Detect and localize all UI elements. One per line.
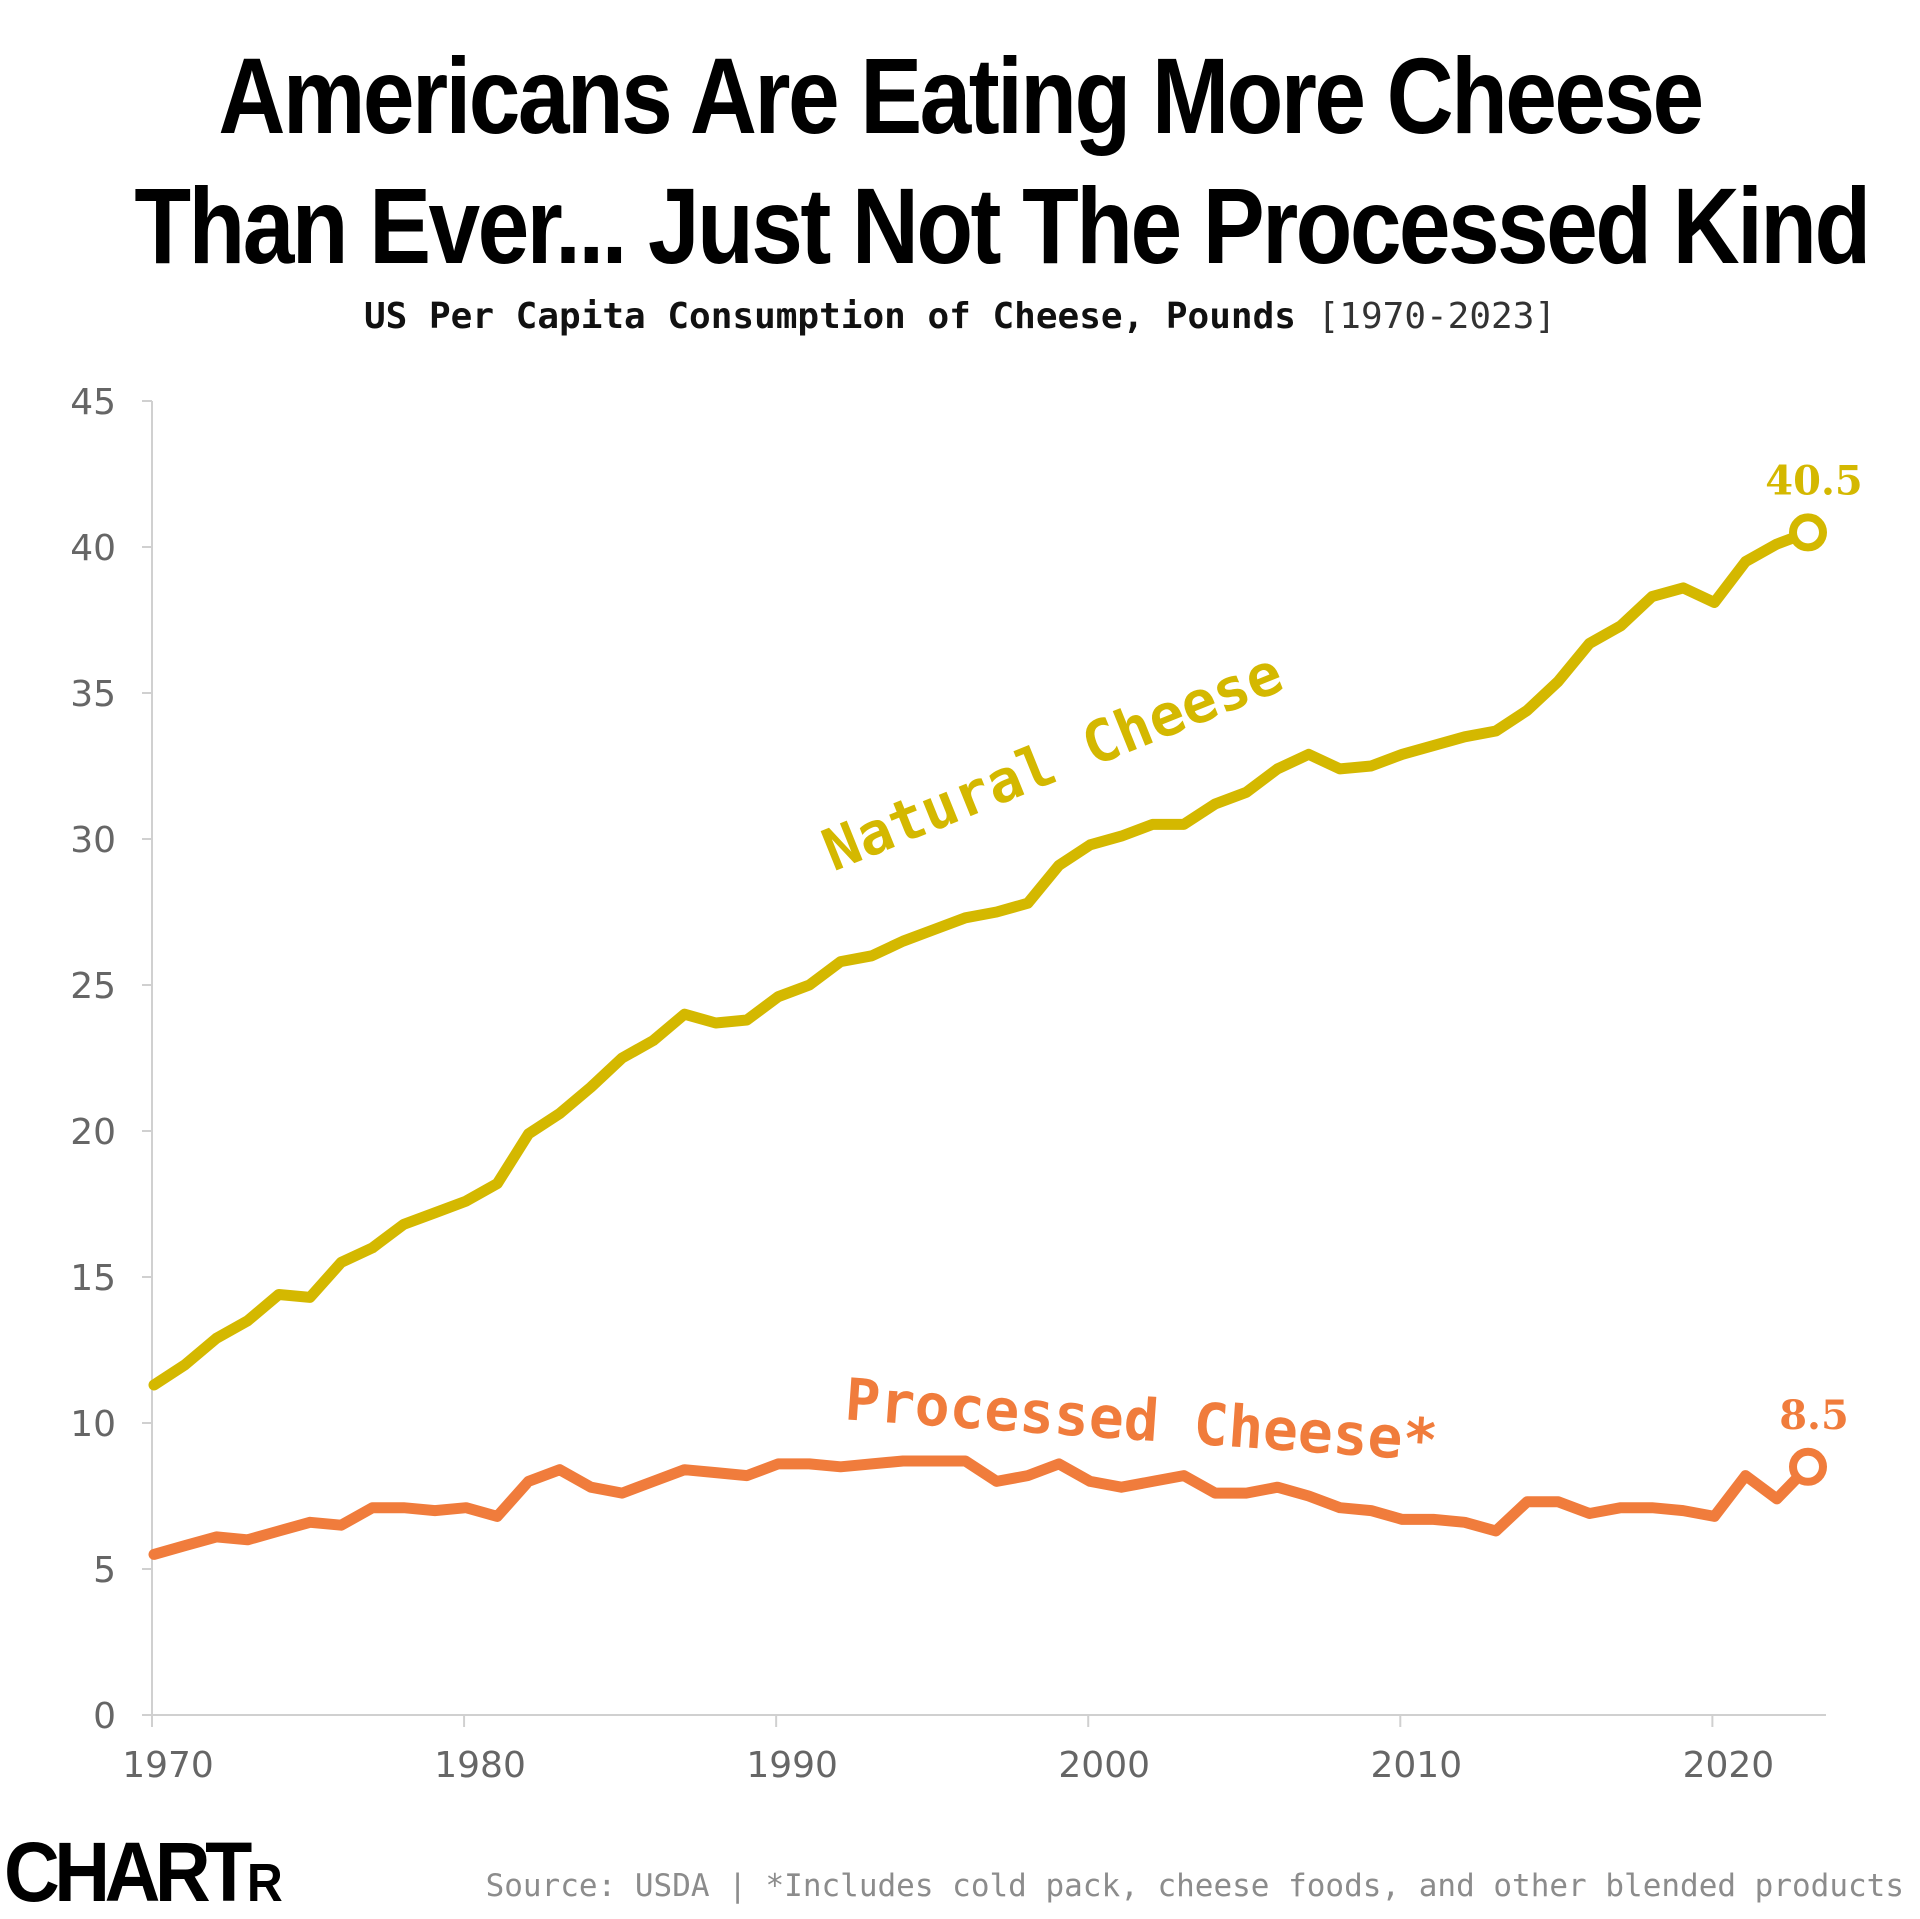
logo-text-small: R <box>246 1853 283 1913</box>
series-lines: 40.5 8.5 <box>148 457 1863 1560</box>
y-tick-label: 10 <box>70 1404 116 1445</box>
y-tick-label: 30 <box>70 820 116 861</box>
y-tick-label: 20 <box>70 1112 116 1153</box>
x-tick-label: 1990 <box>746 1745 838 1786</box>
source-note: Source: USDA | *Includes cold pack, chee… <box>485 1868 1904 1904</box>
chartr-logo: CHARTR <box>4 1830 283 1914</box>
y-tick-label: 45 <box>70 382 116 423</box>
chart-title-line-1: Americans Are Eating More Cheese <box>218 35 1704 156</box>
series-line-natural-cheese <box>148 526 1814 1391</box>
end-point-marker <box>1789 513 1827 552</box>
chart-title-line-2: Than Ever... Just Not The Processed Kind <box>134 165 1871 286</box>
natural-cheese-label: Natural Cheese <box>813 638 1292 884</box>
subtitle-range: [1970-2023] <box>1317 296 1557 337</box>
chart-subtitle: US Per Capita Consumption of Cheese, Pou… <box>0 296 1920 337</box>
y-tick-label: 15 <box>70 1258 116 1299</box>
series-line-processed-cheese <box>148 1455 1814 1560</box>
x-tick-label: 1970 <box>122 1745 214 1786</box>
axes: 0 5 10 15 20 25 30 35 40 45 1970 1980 1990 2000 2010 20… <box>70 382 1826 1786</box>
y-tick-label: 0 <box>93 1696 116 1737</box>
y-tick-label: 25 <box>70 966 116 1007</box>
y-tick-label: 35 <box>70 674 116 715</box>
x-tick-label: 2020 <box>1683 1745 1775 1786</box>
logo-text: CHART <box>4 1825 252 1919</box>
end-value-label: 40.5 <box>1765 457 1862 504</box>
x-tick-label: 2010 <box>1370 1745 1462 1786</box>
x-tick-label: 1980 <box>434 1745 526 1786</box>
x-tick-label: 2000 <box>1058 1745 1150 1786</box>
end-value-label: 8.5 <box>1779 1392 1849 1439</box>
subtitle-main: US Per Capita Consumption of Cheese, Pou… <box>363 296 1296 337</box>
end-point-marker <box>1789 1447 1827 1486</box>
y-tick-label: 40 <box>70 528 116 569</box>
y-tick-label: 5 <box>93 1550 116 1591</box>
